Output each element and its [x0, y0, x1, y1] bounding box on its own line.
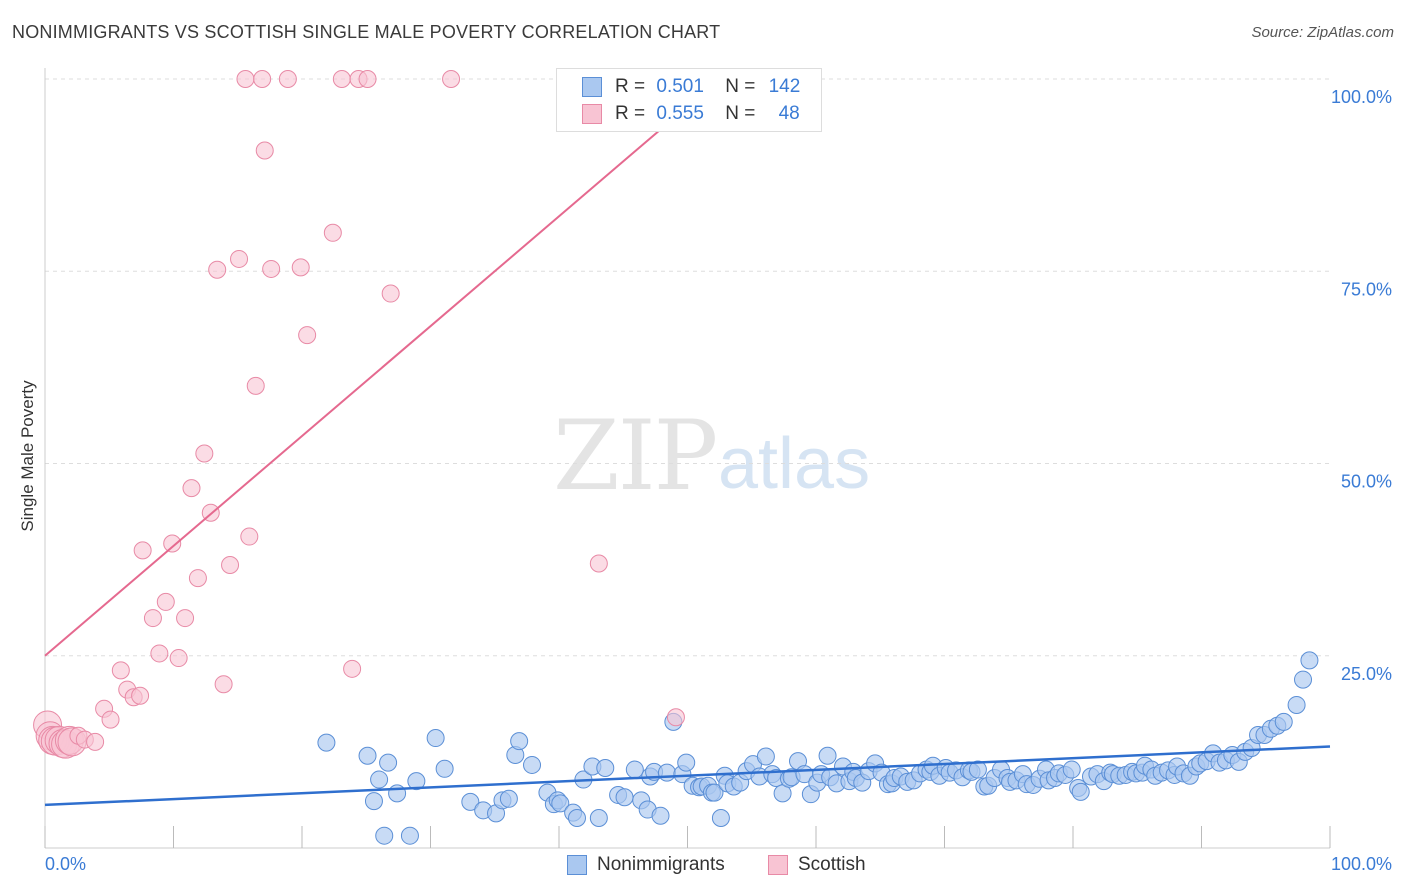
point-nonimmigrants-4	[375, 826, 394, 845]
point-scottish-41	[332, 70, 351, 88]
blue-swatch	[567, 855, 587, 875]
point-scottish-36	[262, 259, 281, 278]
point-scottish-11	[86, 732, 105, 751]
point-nonimmigrants-18	[523, 755, 542, 774]
point-scottish-35	[255, 141, 274, 160]
point-nonimmigrants-111	[1062, 760, 1081, 779]
n-label: N =	[725, 103, 756, 124]
r-value: 0.501	[656, 76, 704, 97]
point-scottish-44	[358, 70, 377, 88]
point-scottish-42	[343, 659, 362, 678]
point-nonimmigrants-24	[567, 809, 586, 828]
point-scottish-22	[163, 534, 182, 553]
point-nonimmigrants-5	[379, 753, 398, 772]
point-nonimmigrants-27	[589, 809, 608, 828]
point-nonimmigrants-0	[317, 733, 336, 752]
point-nonimmigrants-15	[499, 789, 518, 808]
point-nonimmigrants-31	[625, 760, 644, 779]
point-nonimmigrants-28	[596, 759, 615, 778]
point-nonimmigrants-40	[677, 753, 696, 772]
point-nonimmigrants-150	[1300, 651, 1319, 670]
y-axis-label: Single Male Poverty	[18, 380, 37, 532]
y-tick-label-0: 25.0%	[1341, 664, 1392, 684]
point-nonimmigrants-17	[510, 732, 529, 751]
point-scottish-46	[442, 70, 461, 88]
legend-label: Nonimmigrants	[597, 854, 725, 875]
point-nonimmigrants-37	[657, 763, 676, 782]
point-scottish-33	[240, 527, 259, 546]
point-scottish-24	[176, 609, 195, 628]
y-tick-label-2: 75.0%	[1341, 279, 1392, 299]
point-scottish-30	[214, 675, 233, 694]
point-scottish-27	[195, 444, 214, 463]
point-nonimmigrants-1	[358, 746, 377, 765]
point-scottish-49	[236, 70, 255, 88]
point-nonimmigrants-149	[1294, 670, 1313, 689]
n-value: 48	[778, 103, 800, 124]
point-scottish-32	[230, 249, 249, 268]
x-tick-label-0: 0.0%	[45, 854, 86, 874]
point-nonimmigrants-36	[651, 806, 670, 825]
point-nonimmigrants-9	[426, 729, 445, 748]
point-scottish-19	[143, 609, 162, 628]
point-scottish-14	[111, 661, 130, 680]
trendline-nonimmigrants	[44, 745, 1331, 807]
chart-title: NONIMMIGRANTS VS SCOTTISH SINGLE MALE PO…	[12, 22, 721, 42]
point-nonimmigrants-8	[407, 772, 426, 791]
r-label: R =	[615, 76, 646, 97]
point-nonimmigrants-147	[1274, 712, 1293, 731]
point-scottish-40	[323, 223, 342, 242]
point-nonimmigrants-94	[968, 760, 987, 779]
point-scottish-17	[131, 686, 150, 705]
point-nonimmigrants-113	[1071, 782, 1090, 801]
source-label: Source: ZipAtlas.com	[1251, 24, 1394, 41]
x-tick-label-1: 100.0%	[1331, 854, 1392, 874]
point-scottish-31	[221, 556, 240, 575]
r-label: R =	[615, 103, 646, 124]
point-nonimmigrants-10	[435, 759, 454, 778]
point-scottish-48	[666, 708, 685, 727]
point-scottish-23	[169, 649, 188, 668]
point-scottish-47	[589, 554, 608, 573]
point-scottish-25	[182, 479, 201, 498]
legend-item-scottish[interactable]: Scottish	[768, 852, 866, 878]
point-nonimmigrants-30	[615, 788, 634, 807]
legend-item-nonimmigrants[interactable]: Nonimmigrants	[567, 852, 725, 878]
point-scottish-29	[208, 260, 227, 279]
point-scottish-38	[291, 258, 310, 277]
stats-legend: R = 0.501 N = 142 R = 0.555 N = 48	[556, 68, 822, 132]
point-scottish-45	[381, 284, 400, 303]
watermark-zip: ZIP	[553, 400, 718, 512]
trendline-scottish	[44, 78, 721, 657]
point-scottish-13	[101, 710, 120, 729]
point-nonimmigrants-148	[1287, 695, 1306, 714]
y-tick-label-3: 100.0%	[1331, 87, 1392, 107]
n-label: N =	[725, 76, 756, 97]
pink-swatch	[582, 104, 602, 124]
point-scottish-39	[298, 326, 317, 345]
point-nonimmigrants-46	[705, 783, 724, 802]
point-scottish-34	[246, 376, 265, 395]
point-nonimmigrants-55	[756, 747, 775, 766]
point-nonimmigrants-3	[370, 770, 389, 789]
y-tick-label-1: 50.0%	[1341, 472, 1392, 492]
point-scottish-50	[253, 70, 272, 88]
legend-label: Scottish	[798, 854, 866, 875]
point-scottish-26	[188, 569, 207, 588]
point-nonimmigrants-11	[461, 792, 480, 811]
blue-swatch	[582, 77, 602, 97]
point-nonimmigrants-47	[711, 809, 730, 828]
point-nonimmigrants-22	[551, 794, 570, 813]
point-scottish-21	[156, 592, 175, 611]
pink-swatch	[768, 855, 788, 875]
point-nonimmigrants-7	[400, 826, 419, 845]
r-value: 0.555	[656, 103, 704, 124]
point-nonimmigrants-66	[818, 746, 837, 765]
point-scottish-18	[133, 541, 152, 560]
point-nonimmigrants-2	[364, 792, 383, 811]
point-scottish-20	[150, 644, 169, 663]
n-value: 142	[768, 76, 801, 97]
point-scottish-37	[278, 70, 297, 88]
